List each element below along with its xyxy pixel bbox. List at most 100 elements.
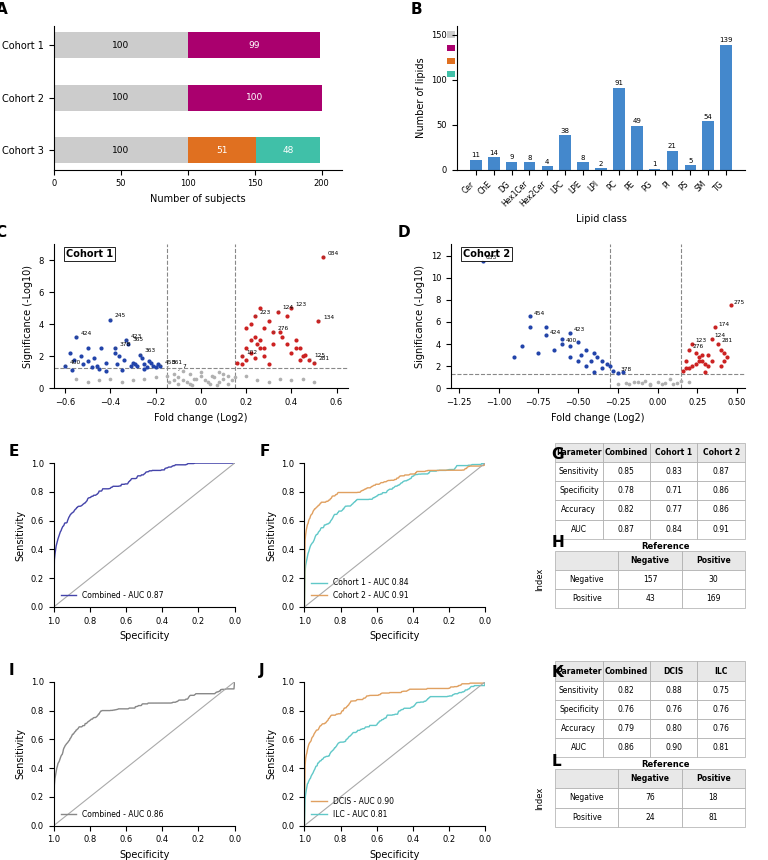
- Point: [240, 353, 252, 366]
- Point: [66, 363, 78, 377]
- Point: [690, 357, 702, 371]
- Point: [276, 330, 289, 344]
- Point: [296, 349, 309, 363]
- Bar: [187, 137, 256, 163]
- Point: [145, 356, 157, 370]
- Point: [556, 337, 568, 351]
- Combined - AUC 0.86: [213, 686, 222, 697]
- Point: [93, 362, 105, 376]
- Point: [290, 341, 302, 355]
- Combined - AUC 0.86: [156, 697, 165, 708]
- Point: [508, 350, 521, 364]
- Point: [699, 365, 711, 378]
- Point: [100, 356, 112, 370]
- Point: [699, 357, 711, 371]
- Text: 49: 49: [632, 118, 641, 124]
- Line: ILC - AUC 0.81: ILC - AUC 0.81: [304, 682, 485, 826]
- Point: [199, 373, 211, 387]
- X-axis label: Fold change (Log2): Fold change (Log2): [551, 413, 644, 422]
- Line: Combined - AUC 0.87: Combined - AUC 0.87: [54, 463, 234, 607]
- Point: [709, 321, 721, 335]
- X-axis label: Fold change (Log2): Fold change (Log2): [154, 413, 247, 422]
- Point: [580, 342, 592, 356]
- Point: [154, 359, 166, 372]
- Point: [601, 357, 613, 371]
- Point: [299, 347, 311, 361]
- Cohort 2 - AUC 0.91: [452, 465, 462, 476]
- Text: Cohort 1: Cohort 1: [65, 249, 113, 259]
- Point: [721, 350, 733, 364]
- X-axis label: Specificity: Specificity: [119, 850, 170, 860]
- Bar: [578, 163, 589, 169]
- Combined - AUC 0.86: [157, 697, 166, 708]
- Point: [575, 348, 588, 362]
- Cohort 2 - AUC 0.91: [407, 469, 416, 479]
- Point: [184, 367, 196, 381]
- Point: [680, 353, 692, 367]
- Point: [263, 314, 275, 328]
- Cohort 1 - AUC 0.84: [300, 567, 310, 577]
- Point: [147, 359, 160, 372]
- Point: [167, 367, 180, 381]
- Point: [525, 321, 537, 335]
- Point: [627, 375, 640, 389]
- Text: 378: 378: [115, 342, 131, 348]
- Point: [136, 351, 148, 365]
- Text: 38: 38: [561, 128, 570, 134]
- Cohort 2 - AUC 0.91: [300, 536, 310, 546]
- Point: [115, 375, 127, 389]
- X-axis label: Specificity: Specificity: [369, 631, 420, 642]
- Text: 123: 123: [291, 302, 307, 309]
- Point: [564, 350, 576, 364]
- Point: [210, 378, 223, 392]
- Point: [263, 358, 275, 372]
- Point: [213, 366, 225, 379]
- Point: [687, 337, 699, 351]
- Point: [680, 361, 692, 375]
- Point: [194, 369, 207, 383]
- Point: [677, 364, 689, 378]
- Text: I: I: [8, 662, 14, 678]
- Text: 8: 8: [581, 155, 585, 161]
- Point: [81, 375, 94, 389]
- Point: [294, 341, 306, 355]
- Point: [251, 373, 263, 387]
- Point: [718, 353, 730, 367]
- Text: 124: 124: [712, 333, 726, 339]
- DCIS - AUC 0.90: [481, 677, 490, 687]
- Y-axis label: Sensitivity: Sensitivity: [15, 728, 25, 779]
- Combined - AUC 0.86: [201, 689, 210, 699]
- Point: [684, 361, 696, 375]
- Text: 033: 033: [482, 255, 497, 261]
- Text: 223: 223: [255, 310, 271, 316]
- Point: [77, 358, 89, 372]
- Text: 400: 400: [562, 338, 577, 344]
- Point: [129, 358, 141, 372]
- Text: 276: 276: [690, 344, 703, 349]
- Point: [201, 375, 214, 389]
- Text: Reference: Reference: [641, 542, 690, 550]
- Point: [696, 348, 708, 362]
- Point: [150, 359, 162, 373]
- Cohort 2 - AUC 0.91: [464, 462, 473, 472]
- Point: [263, 375, 275, 389]
- Cohort 1 - AUC 0.84: [300, 602, 309, 612]
- Text: 378: 378: [617, 367, 632, 372]
- ILC - AUC 0.81: [408, 702, 417, 712]
- Text: C: C: [0, 225, 6, 240]
- X-axis label: Specificity: Specificity: [119, 631, 170, 642]
- Text: Cohort 2: Cohort 2: [462, 249, 510, 259]
- Text: 424: 424: [546, 329, 561, 335]
- Point: [229, 371, 241, 384]
- Legend: Combined - AUC 0.86: Combined - AUC 0.86: [58, 807, 167, 822]
- Point: [111, 358, 123, 372]
- Text: L: L: [551, 754, 561, 769]
- Point: [623, 377, 635, 390]
- Point: [244, 317, 257, 331]
- Cohort 2 - AUC 0.91: [481, 458, 490, 468]
- Bar: [595, 168, 607, 169]
- DCIS - AUC 0.90: [300, 820, 309, 831]
- Text: 365: 365: [128, 337, 144, 343]
- Cohort 2 - AUC 0.91: [410, 469, 419, 479]
- Point: [617, 365, 629, 378]
